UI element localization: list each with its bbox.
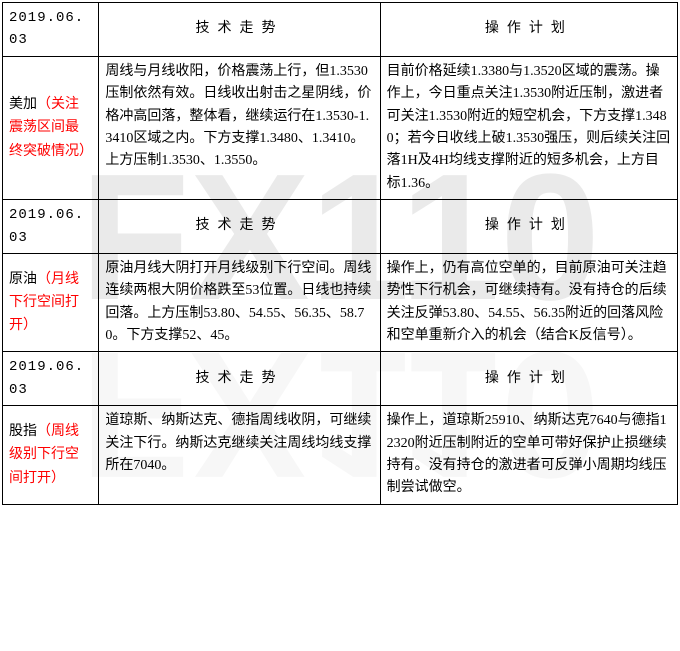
instrument-label: 美加（关注震荡区间最终突破情况） (3, 56, 99, 199)
trend-header: 技术走势 (99, 352, 380, 406)
table-row: 2019.06.03 技术走势 操作计划 (3, 352, 678, 406)
date-cell: 2019.06.03 (3, 352, 99, 406)
table-row: 美加（关注震荡区间最终突破情况） 周线与月线收阳，价格震荡上行，但1.3530压… (3, 56, 678, 199)
trend-content: 原油月线大阴打开月线级别下行空间。周线连续两根大阴价格跌至53位置。日线也持续回… (99, 253, 380, 352)
table-row: 原油（月线下行空间打开） 原油月线大阴打开月线级别下行空间。周线连续两根大阴价格… (3, 253, 678, 352)
instrument-name: 美加 (9, 97, 37, 112)
trend-content: 道琼斯、纳斯达克、德指周线收阴，可继续关注下行。纳斯达克继续关注周线均线支撑所在… (99, 406, 380, 505)
instrument-name: 股指 (9, 424, 37, 439)
date-cell: 2019.06.03 (3, 3, 99, 57)
date-cell: 2019.06.03 (3, 200, 99, 254)
trend-header: 技术走势 (99, 3, 380, 57)
plan-content: 操作上，道琼斯25910、纳斯达克7640与德指12320附近压制附近的空单可带… (380, 406, 677, 505)
plan-header: 操作计划 (380, 352, 677, 406)
table-row: 2019.06.03 技术走势 操作计划 (3, 3, 678, 57)
trend-content: 周线与月线收阳，价格震荡上行，但1.3530压制依然有效。日线收出射击之星阴线，… (99, 56, 380, 199)
analysis-table: 2019.06.03 技术走势 操作计划 美加（关注震荡区间最终突破情况） 周线… (2, 2, 678, 505)
instrument-name: 原油 (9, 272, 37, 287)
instrument-label: 原油（月线下行空间打开） (3, 253, 99, 352)
plan-header: 操作计划 (380, 200, 677, 254)
plan-header: 操作计划 (380, 3, 677, 57)
trend-header: 技术走势 (99, 200, 380, 254)
plan-content: 操作上，仍有高位空单的，目前原油可关注趋势性下行机会，可继续持有。没有持仓的后续… (380, 253, 677, 352)
table-row: 股指（周线级别下行空间打开） 道琼斯、纳斯达克、德指周线收阴，可继续关注下行。纳… (3, 406, 678, 505)
instrument-label: 股指（周线级别下行空间打开） (3, 406, 99, 505)
table-row: 2019.06.03 技术走势 操作计划 (3, 200, 678, 254)
plan-content: 目前价格延续1.3380与1.3520区域的震荡。操作上，今日重点关注1.353… (380, 56, 677, 199)
